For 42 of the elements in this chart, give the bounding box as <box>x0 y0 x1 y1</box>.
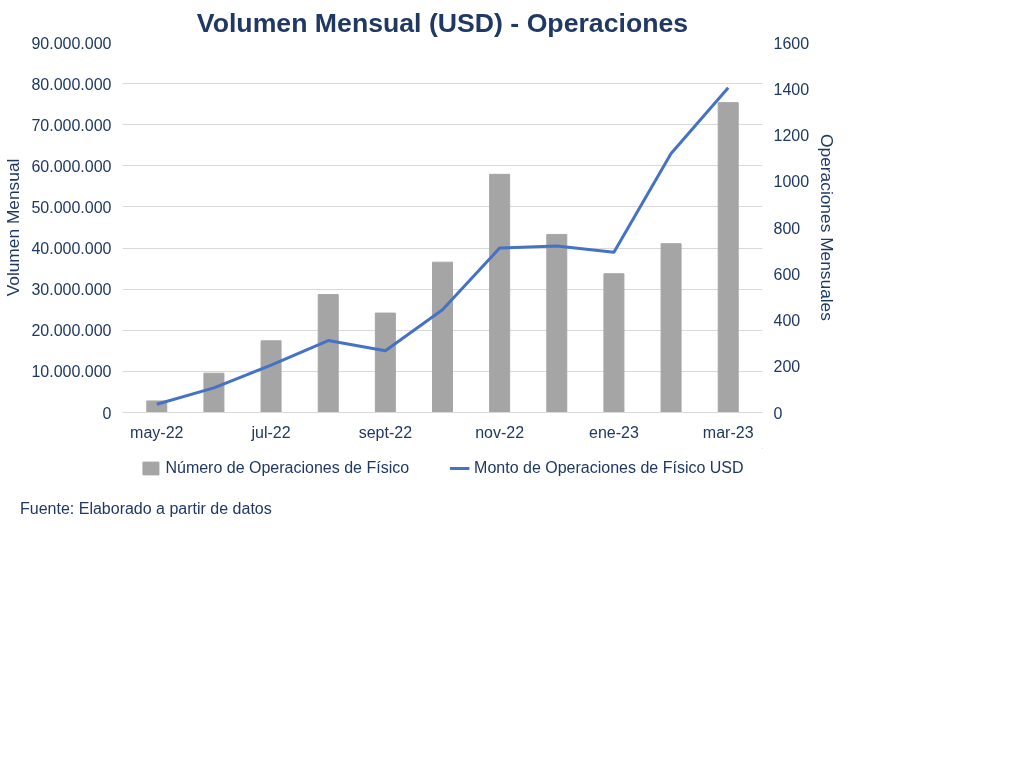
legend-label: Número de Operaciones de Físico <box>165 459 410 477</box>
bar <box>717 102 739 413</box>
x-tick-label: jul-22 <box>250 423 291 441</box>
source-note: Fuente: Elaborado a partir de datos <box>20 499 272 519</box>
chart-title: Volumen Mensual (USD) - Operaciones <box>196 7 689 38</box>
y-tick-label: 70.000.000 <box>31 116 112 134</box>
line-series <box>155 86 730 406</box>
y2-axis-title: Operaciones Mensuales <box>817 134 838 322</box>
bar <box>432 261 453 413</box>
bar <box>260 340 282 413</box>
bar <box>603 273 625 413</box>
bar <box>660 243 682 413</box>
y2-tick-label: 400 <box>773 312 801 329</box>
bar <box>546 233 568 413</box>
x-tick-label: mar-23 <box>702 423 754 441</box>
y-tick-label: 60.000.000 <box>31 157 112 175</box>
y-axis-title: Volumen Mensual <box>3 158 24 297</box>
y2-tick-label: 1200 <box>773 127 810 144</box>
bar <box>317 294 339 413</box>
x-tick-label: nov-22 <box>475 423 525 441</box>
legend-label: Monto de Operaciones de Físico USD <box>474 459 744 477</box>
y-tick-label: 30.000.000 <box>31 281 112 299</box>
y2-tick-label: 0 <box>773 404 783 422</box>
x-tick-label: ene-23 <box>589 423 639 441</box>
x-tick-label: may-22 <box>130 423 184 441</box>
y2-tick-label: 600 <box>773 265 801 283</box>
y-tick-label: 20.000.000 <box>31 322 112 340</box>
y-tick-label: 90.000.000 <box>31 34 112 52</box>
x-tick-label: sept-22 <box>358 423 413 441</box>
y2-tick-label: 1400 <box>773 80 810 98</box>
bar <box>203 372 225 413</box>
y-tick-label: 10.000.000 <box>31 363 112 381</box>
y2-tick-label: 800 <box>773 219 801 237</box>
y-tick-label: 0 <box>102 404 112 422</box>
y-tick-label: 80.000.000 <box>31 75 112 93</box>
bar <box>489 173 511 413</box>
y-tick-label: 40.000.000 <box>31 240 112 258</box>
y2-tick-label: 1000 <box>773 173 810 191</box>
y2-tick-label: 200 <box>773 358 801 376</box>
bar <box>374 312 396 413</box>
y2-tick-label: 1600 <box>773 34 810 52</box>
y-tick-label: 50.000.000 <box>31 198 112 216</box>
